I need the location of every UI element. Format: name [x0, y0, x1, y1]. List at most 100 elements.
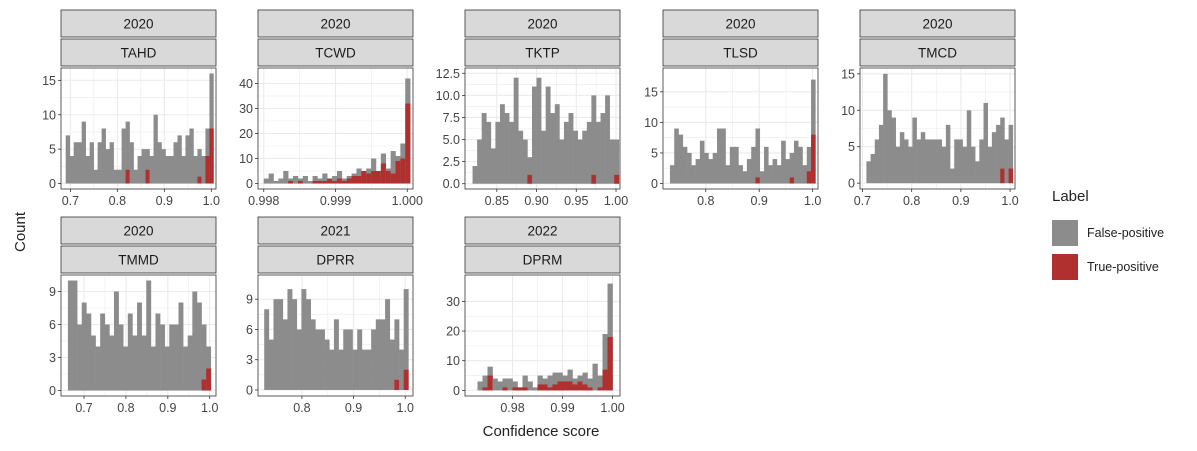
strip-year-bg	[464, 216, 621, 245]
bar-false-positive	[678, 134, 684, 184]
strip-year-bg	[662, 9, 819, 38]
bar-false-positive	[504, 113, 510, 184]
strip-year-bg	[859, 9, 1016, 38]
strip-name: DPRM	[523, 253, 563, 268]
bar-false-positive	[721, 128, 726, 184]
bar-false-positive	[287, 289, 293, 390]
bar-false-positive	[268, 173, 274, 184]
legend-label-false-positive: False-positive	[1087, 226, 1165, 240]
strip-name-bg	[859, 38, 1016, 67]
bar-false-positive	[81, 121, 86, 184]
bar-false-positive	[983, 102, 988, 184]
strip-name-bg	[662, 38, 819, 67]
x-tick-label: 0.95	[564, 194, 588, 208]
bar-true-positive	[487, 375, 493, 391]
bar-false-positive	[109, 142, 114, 184]
bar-false-positive	[389, 339, 395, 390]
strip-name: TMCD	[918, 46, 957, 61]
bar-false-positive	[324, 339, 330, 390]
y-tick-label: 3	[49, 351, 56, 365]
bar-false-positive	[573, 130, 578, 184]
bar-false-positive	[966, 110, 972, 184]
bar-false-positive	[945, 124, 951, 184]
bar-false-positive	[587, 378, 593, 391]
bar-false-positive	[582, 130, 588, 184]
bar-false-positive	[547, 375, 553, 391]
bar-false-positive	[507, 378, 513, 391]
x-tick-label: 0.9	[345, 401, 362, 415]
bar-false-positive	[785, 159, 790, 184]
bar-false-positive	[322, 173, 328, 184]
bar-false-positive	[605, 95, 610, 184]
bar-false-positive	[196, 302, 202, 391]
bar-false-positive	[806, 146, 812, 184]
bar-false-positive	[132, 335, 138, 391]
bar-false-positive	[552, 372, 558, 391]
bar-false-positive	[141, 335, 147, 391]
bar-true-positive	[557, 381, 563, 391]
bar-false-positive	[550, 113, 556, 184]
bar-false-positive	[759, 171, 765, 184]
legend-label-true-positive: True-positive	[1087, 260, 1159, 274]
bar-false-positive	[708, 159, 714, 184]
bar-false-positive	[545, 86, 551, 184]
y-tick-label: 40	[239, 77, 253, 91]
y-tick-label: 9	[246, 293, 253, 307]
bar-false-positive	[768, 165, 773, 184]
bar-false-positive	[522, 139, 528, 184]
bar-false-positive	[113, 291, 119, 391]
bar-false-positive	[513, 77, 519, 184]
bar-true-positive	[297, 181, 304, 184]
bar-false-positive	[312, 176, 318, 184]
bar-false-positive	[699, 140, 705, 184]
panel-border	[257, 274, 414, 397]
bar-false-positive	[113, 169, 118, 184]
bar-false-positive	[77, 324, 83, 391]
bar-false-positive	[301, 289, 307, 390]
bar-false-positive	[352, 349, 358, 390]
bar-true-positive	[206, 368, 212, 391]
y-axis-title: Count	[12, 211, 29, 252]
strip-year-bg	[464, 9, 621, 38]
bar-false-positive	[165, 156, 170, 184]
strip-name: TLSD	[723, 46, 758, 61]
facet-panel-tmcd: 2020 TMCD 0 5 10 15 0.7 0.8 0.9 1.0	[841, 9, 1019, 208]
facet-panel-tcwd: 2020 TCWD 0 10 20 30 40 0.998 0.999 1.000	[239, 9, 423, 208]
x-tick-label: 0.9	[751, 194, 768, 208]
bar-false-positive	[729, 146, 735, 184]
bar-false-positive	[69, 156, 74, 184]
bar-false-positive	[614, 139, 620, 184]
bar-false-positive	[669, 165, 675, 184]
y-tick-label: 0	[651, 177, 658, 191]
bar-false-positive	[133, 169, 138, 184]
bar-false-positive	[874, 139, 880, 184]
strip-name: TKTP	[525, 46, 560, 61]
bar-true-positive	[547, 387, 553, 391]
x-tick-label: 0.8	[109, 194, 126, 208]
bar-false-positive	[123, 346, 129, 391]
bar-false-positive	[776, 165, 782, 184]
bar-false-positive	[602, 334, 608, 391]
bar-false-positive	[268, 339, 274, 390]
y-tick-label: 30	[239, 102, 253, 116]
strip-year: 2021	[320, 224, 350, 239]
x-tick-label: 1.0	[804, 194, 821, 208]
bar-true-positive	[587, 387, 593, 391]
bar-false-positive	[273, 181, 279, 184]
y-tick-label: 10	[644, 116, 658, 130]
bar-false-positive	[315, 329, 321, 390]
bar-false-positive	[380, 319, 386, 390]
bar-false-positive	[687, 152, 692, 184]
bar-true-positive	[288, 181, 294, 184]
panel-border	[662, 67, 819, 190]
bar-false-positive	[104, 324, 110, 391]
strip-year: 2020	[320, 17, 350, 32]
bar-false-positive	[169, 156, 174, 184]
bar-false-positive	[105, 149, 110, 184]
bar-false-positive	[93, 169, 98, 184]
y-tick-label: 5	[49, 143, 56, 157]
y-tick-label: 0	[49, 177, 56, 191]
bar-false-positive	[73, 142, 78, 184]
bar-false-positive	[477, 381, 483, 391]
x-tick-label: 0.9	[156, 194, 173, 208]
